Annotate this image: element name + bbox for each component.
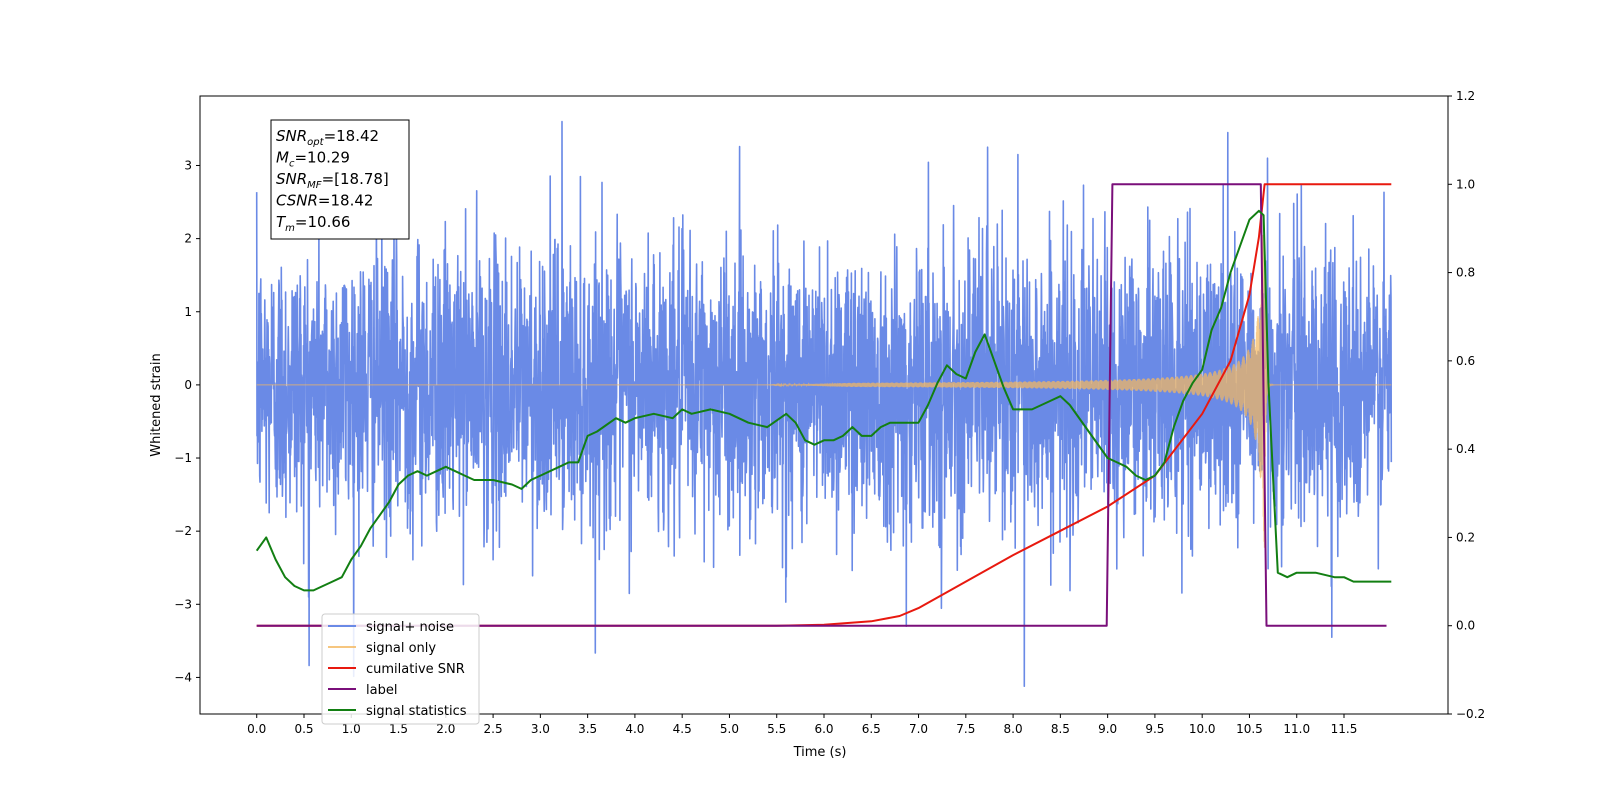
x-tick-label: 10.0 xyxy=(1189,722,1216,736)
annotation-frame xyxy=(270,119,410,240)
y-tick-label: 0 xyxy=(184,378,192,392)
axis-ticks: 0.0 0.5 1.0 1.5 2.0 2.5 3.0 3.5 4.0 4.5 5.0 5.5 6.0 6… xyxy=(174,89,1485,736)
annotation-line: CSNR=18.42 xyxy=(276,192,373,210)
x-tick-label: 4.5 xyxy=(673,722,692,736)
annotation-box: SNRopt=18.42Mc=10.29SNRMF=[18.78]CSNR=18… xyxy=(270,119,410,240)
x-tick-label: 1.0 xyxy=(342,722,361,736)
legend-label: cumilative SNR xyxy=(366,662,465,677)
x-tick-label: 0.5 xyxy=(294,722,313,736)
y2-tick-label: 0.2 xyxy=(1456,530,1475,544)
x-tick-label: 9.0 xyxy=(1098,722,1117,736)
y-tick-label: −2 xyxy=(174,524,192,538)
x-axis-label: Time (s) xyxy=(793,745,847,760)
y-tick-label: 2 xyxy=(184,232,192,246)
legend-label: label xyxy=(366,683,397,698)
x-tick-label: 8.0 xyxy=(1004,722,1023,736)
legend-label: signal statistics xyxy=(366,704,467,719)
x-tick-label: 3.5 xyxy=(578,722,597,736)
series-signal-statistics xyxy=(255,209,1392,592)
x-tick-label: 6.5 xyxy=(862,722,881,736)
y2-tick-label: 0.6 xyxy=(1456,354,1475,368)
plot-area xyxy=(255,120,1393,688)
y-tick-label: 3 xyxy=(184,158,192,172)
series-signal-only xyxy=(256,234,1392,548)
annotation-line: Tm=10.66 xyxy=(276,213,350,234)
y-tick-label: −1 xyxy=(174,451,192,465)
y-tick-label: 1 xyxy=(184,305,192,319)
x-tick-label: 5.5 xyxy=(767,722,786,736)
legend: signal+ noise signal only cumilative SNR la… xyxy=(321,613,480,725)
y-tick-label: −3 xyxy=(174,597,192,611)
series-label xyxy=(256,183,1387,627)
x-tick-label: 11.5 xyxy=(1331,722,1358,736)
x-tick-label: 9.5 xyxy=(1145,722,1164,736)
y2-tick-label: 0.4 xyxy=(1456,442,1475,456)
y2-tick-label: 0.0 xyxy=(1456,619,1475,633)
y-tick-label: −4 xyxy=(174,670,192,684)
series-cumilative-snr xyxy=(256,183,1392,627)
y-axis-label: Whitened strain xyxy=(149,353,164,456)
legend-label: signal+ noise xyxy=(366,620,454,635)
x-tick-label: 8.5 xyxy=(1051,722,1070,736)
annotation-line: SNRopt=18.42 xyxy=(276,127,379,148)
annotation-line: Mc=10.29 xyxy=(276,149,350,170)
y2-tick-label: 0.8 xyxy=(1456,266,1475,280)
y2-tick-label: 1.0 xyxy=(1456,177,1475,191)
y2-tick-label: 1.2 xyxy=(1456,89,1475,103)
annotation-line: SNRMF=[18.78] xyxy=(276,170,389,191)
x-tick-label: 3.0 xyxy=(531,722,550,736)
series-signal-noise xyxy=(255,120,1393,688)
x-tick-label: 2.0 xyxy=(436,722,455,736)
x-tick-label: 5.0 xyxy=(720,722,739,736)
x-tick-label: 6.0 xyxy=(814,722,833,736)
x-tick-label: 10.5 xyxy=(1236,722,1263,736)
x-tick-label: 1.5 xyxy=(389,722,408,736)
x-tick-label: 4.0 xyxy=(625,722,644,736)
legend-frame xyxy=(321,613,480,725)
legend-label: signal only xyxy=(366,641,436,656)
x-tick-label: 2.5 xyxy=(484,722,503,736)
x-tick-label: 7.5 xyxy=(956,722,975,736)
y2-tick-label: −0.2 xyxy=(1456,707,1485,721)
x-tick-label: 7.0 xyxy=(909,722,928,736)
x-tick-label: 0.0 xyxy=(247,722,266,736)
x-tick-label: 11.0 xyxy=(1283,722,1310,736)
